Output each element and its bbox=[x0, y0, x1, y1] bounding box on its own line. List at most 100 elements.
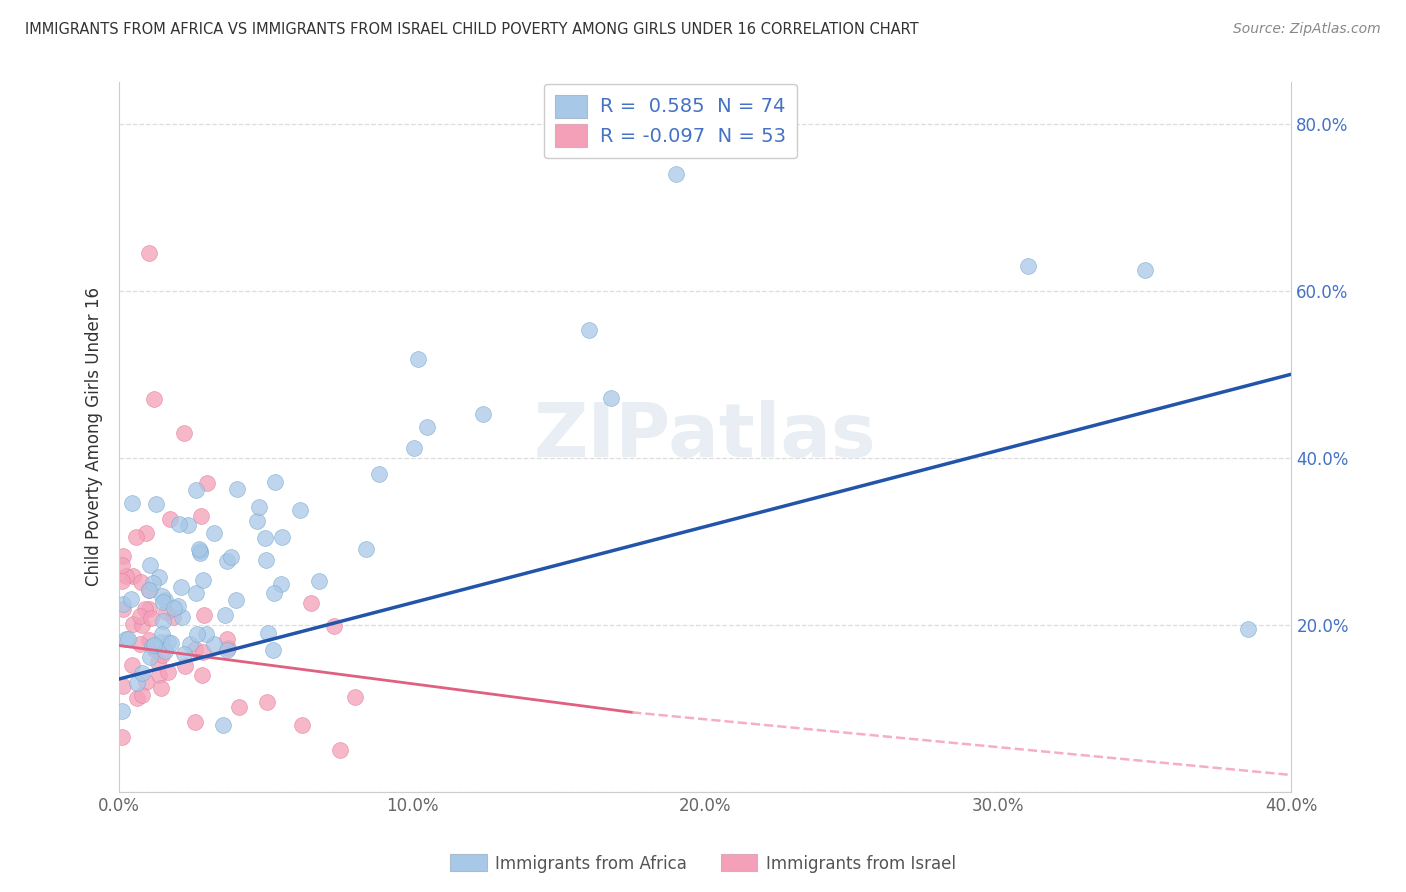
Point bbox=[415, 420, 437, 434]
Point bbox=[578, 323, 600, 337]
Point bbox=[262, 643, 284, 657]
Point bbox=[138, 583, 160, 598]
Point bbox=[111, 704, 134, 718]
Point bbox=[112, 597, 135, 611]
Point bbox=[150, 589, 173, 603]
Point bbox=[191, 645, 214, 659]
Point bbox=[225, 593, 247, 607]
Point bbox=[188, 544, 211, 558]
Point bbox=[204, 525, 226, 540]
Point bbox=[111, 731, 134, 745]
Legend: R =  0.585  N = 74, R = -0.097  N = 53: R = 0.585 N = 74, R = -0.097 N = 53 bbox=[544, 84, 797, 158]
Point bbox=[228, 700, 250, 714]
Point bbox=[139, 558, 162, 573]
Point bbox=[217, 554, 239, 568]
Point bbox=[263, 585, 285, 599]
Point bbox=[157, 665, 180, 679]
Point bbox=[150, 627, 173, 641]
Point bbox=[127, 691, 149, 706]
Point bbox=[120, 592, 142, 607]
Point bbox=[186, 627, 208, 641]
Point bbox=[600, 392, 623, 406]
Point bbox=[291, 718, 314, 732]
Point bbox=[329, 743, 352, 757]
Point bbox=[122, 568, 145, 582]
Point bbox=[152, 594, 174, 608]
Point bbox=[148, 570, 170, 584]
Point bbox=[138, 650, 160, 665]
Point bbox=[193, 607, 215, 622]
Point bbox=[138, 601, 160, 615]
Point bbox=[135, 675, 157, 690]
Text: Source: ZipAtlas.com: Source: ZipAtlas.com bbox=[1233, 22, 1381, 37]
Point bbox=[121, 658, 143, 673]
Point bbox=[112, 601, 135, 615]
Text: IMMIGRANTS FROM AFRICA VS IMMIGRANTS FROM ISRAEL CHILD POVERTY AMONG GIRLS UNDER: IMMIGRANTS FROM AFRICA VS IMMIGRANTS FRO… bbox=[25, 22, 920, 37]
Point bbox=[214, 608, 236, 623]
Point bbox=[212, 718, 235, 732]
Point bbox=[162, 610, 184, 624]
Point bbox=[153, 644, 176, 658]
Point bbox=[1236, 622, 1258, 636]
Point bbox=[117, 632, 139, 646]
Point bbox=[184, 714, 207, 729]
Point bbox=[167, 517, 190, 532]
Point bbox=[173, 425, 195, 440]
Point bbox=[142, 638, 165, 652]
Point bbox=[148, 668, 170, 682]
Point bbox=[308, 574, 330, 588]
Text: ZIPatlas: ZIPatlas bbox=[534, 401, 877, 474]
Point bbox=[153, 593, 176, 607]
Point bbox=[256, 695, 278, 709]
Point bbox=[191, 573, 214, 587]
Point bbox=[1133, 262, 1156, 277]
Point bbox=[247, 500, 270, 515]
Point bbox=[138, 582, 160, 597]
Point bbox=[150, 648, 173, 662]
Point bbox=[270, 577, 292, 591]
Point bbox=[344, 690, 367, 704]
Point bbox=[215, 642, 238, 657]
Point bbox=[128, 637, 150, 651]
Point bbox=[142, 641, 165, 656]
Point bbox=[125, 530, 148, 544]
Point bbox=[149, 681, 172, 695]
Point bbox=[131, 688, 153, 702]
Legend: Immigrants from Africa, Immigrants from Israel: Immigrants from Africa, Immigrants from … bbox=[444, 847, 962, 880]
Point bbox=[202, 637, 225, 651]
Point bbox=[170, 580, 193, 594]
Point bbox=[159, 512, 181, 526]
Y-axis label: Child Poverty Among Girls Under 16: Child Poverty Among Girls Under 16 bbox=[86, 287, 103, 586]
Point bbox=[141, 611, 163, 625]
Point bbox=[188, 546, 211, 560]
Point bbox=[135, 525, 157, 540]
Point bbox=[115, 569, 138, 583]
Point bbox=[184, 483, 207, 498]
Point bbox=[121, 617, 143, 632]
Point bbox=[111, 558, 134, 572]
Point bbox=[665, 167, 688, 181]
Point bbox=[253, 531, 276, 545]
Point bbox=[149, 635, 172, 649]
Point bbox=[270, 529, 292, 543]
Point bbox=[131, 618, 153, 632]
Point bbox=[163, 601, 186, 615]
Point bbox=[142, 576, 165, 591]
Point bbox=[354, 541, 377, 556]
Point bbox=[221, 549, 243, 564]
Point bbox=[195, 475, 218, 490]
Point bbox=[257, 626, 280, 640]
Point bbox=[167, 599, 190, 614]
Point bbox=[184, 586, 207, 600]
Point bbox=[143, 392, 166, 407]
Point bbox=[254, 553, 277, 567]
Point bbox=[215, 632, 238, 646]
Point bbox=[170, 610, 193, 624]
Point bbox=[195, 627, 218, 641]
Point bbox=[173, 647, 195, 661]
Point bbox=[121, 496, 143, 510]
Point bbox=[128, 609, 150, 624]
Point bbox=[125, 676, 148, 690]
Point bbox=[177, 518, 200, 533]
Point bbox=[160, 636, 183, 650]
